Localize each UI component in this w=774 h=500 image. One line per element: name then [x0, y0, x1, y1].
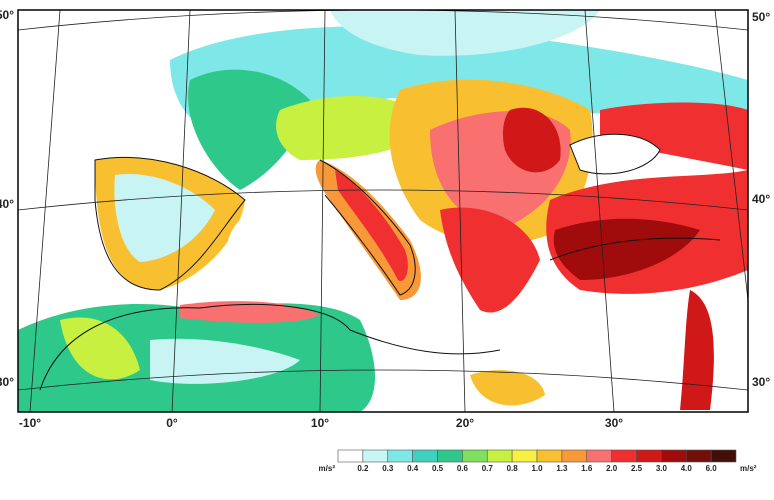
legend-swatch — [462, 449, 488, 463]
legend-label: 0.5 — [432, 464, 444, 473]
lon-label: 0° — [166, 416, 178, 430]
coastline — [569, 133, 661, 175]
hazard-zone — [553, 218, 700, 280]
lat-label: 50° — [752, 10, 770, 24]
legend-label: 1.0 — [531, 464, 543, 473]
legend-label: 4.0 — [681, 464, 693, 473]
legend-swatch — [661, 449, 687, 463]
hazard-zone — [502, 107, 561, 173]
map-frame — [17, 9, 749, 413]
legend-swatch — [337, 449, 364, 463]
graticule — [714, 10, 748, 301]
hazard-field — [18, 10, 748, 412]
lat-label: 50° — [0, 8, 14, 22]
hazard-zone — [60, 317, 140, 380]
graticule — [171, 10, 191, 412]
hazard-zone — [600, 102, 748, 170]
legend-label: 3.0 — [656, 464, 668, 473]
graticule — [454, 10, 466, 412]
legend-label: 0.6 — [457, 464, 469, 473]
hazard-zone — [188, 69, 310, 190]
legend-swatch — [387, 449, 413, 463]
legend-swatch — [412, 449, 438, 463]
legend-swatch — [685, 449, 712, 463]
legend-label: 0.8 — [507, 464, 519, 473]
lat-label: 40° — [0, 197, 14, 211]
sea — [226, 217, 360, 289]
legend-label: 0.7 — [482, 464, 494, 473]
legend-label: 1.3 — [556, 464, 568, 473]
legend-swatch — [362, 449, 389, 463]
legend-swatch — [536, 449, 563, 463]
coastline — [39, 304, 501, 391]
legend-swatch — [710, 449, 737, 463]
hazard-zone — [114, 174, 215, 262]
graticule — [18, 189, 748, 211]
legend-unit: m/s² — [740, 464, 757, 473]
graticule — [584, 10, 615, 412]
lon-label: 20° — [456, 416, 474, 430]
legend-label: 2.5 — [631, 464, 643, 473]
legend-swatch — [511, 449, 538, 463]
coastline — [549, 237, 721, 261]
legend-label: 1.6 — [581, 464, 593, 473]
lat-label: 30° — [0, 375, 14, 389]
hazard-zone — [150, 338, 300, 384]
graticule — [29, 10, 61, 412]
legend-label: 0.2 — [357, 464, 369, 473]
hazard-zone — [680, 290, 714, 410]
legend: m/s² m/s² 0.2 0.3 0.4 0.5 0.6 0.7 0.8 1.0 1.3 1.6… — [319, 449, 757, 473]
hazard-zone — [440, 207, 540, 313]
graticule — [319, 10, 326, 412]
legend-swatch — [561, 449, 588, 463]
sea — [570, 134, 660, 174]
legend-label: 6.0 — [706, 464, 718, 473]
legend-unit: m/s² — [319, 464, 336, 473]
graticule — [18, 369, 748, 391]
coastline — [94, 156, 246, 291]
legend-label: 2.0 — [606, 464, 618, 473]
legend-swatch — [636, 449, 662, 463]
sea — [410, 330, 560, 363]
legend-swatch — [611, 449, 637, 463]
hazard-zone — [335, 170, 408, 281]
legend-swatch — [586, 449, 612, 463]
lon-label: 30° — [605, 416, 623, 430]
legend-swatch — [437, 449, 463, 463]
legend-swatch — [486, 449, 513, 463]
hazard-zone — [330, 10, 600, 56]
lon-label: 10° — [311, 416, 329, 430]
lon-label: -10° — [19, 416, 41, 430]
legend-label: 0.4 — [407, 464, 419, 473]
lat-label: 40° — [752, 192, 770, 206]
hazard-zone — [470, 370, 545, 406]
lat-label: 30° — [752, 375, 770, 389]
legend-label: 0.3 — [382, 464, 394, 473]
